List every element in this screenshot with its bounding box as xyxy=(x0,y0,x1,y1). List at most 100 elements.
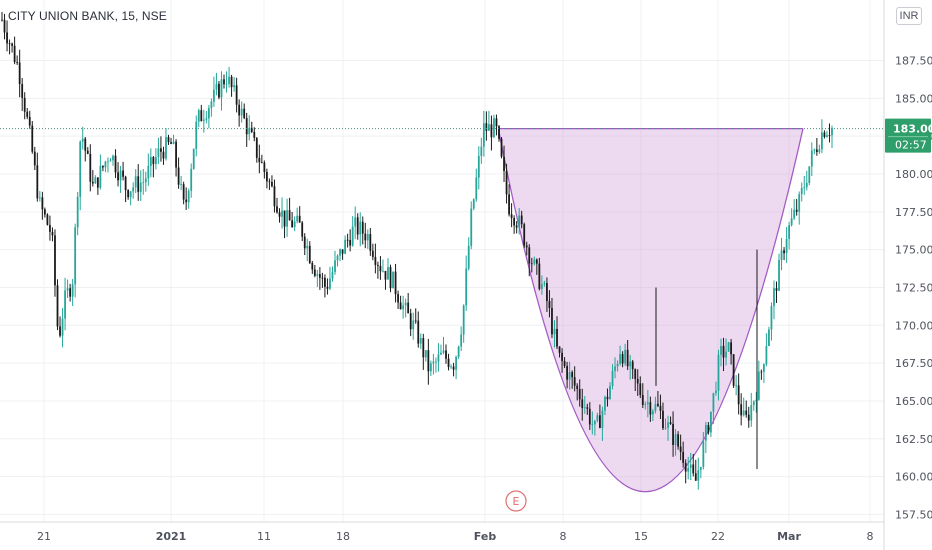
candle-body xyxy=(79,141,82,197)
candle-body xyxy=(371,250,374,257)
candle-body xyxy=(649,402,652,415)
candle-body xyxy=(440,352,442,355)
candle-body xyxy=(268,181,271,183)
candle-body xyxy=(253,131,256,138)
currency-button[interactable]: INR xyxy=(896,7,922,25)
candle-body xyxy=(624,349,627,364)
candle-body xyxy=(626,349,629,367)
candle-body xyxy=(296,215,299,222)
candle-body xyxy=(74,227,77,285)
candle-body xyxy=(424,350,427,358)
candle-body xyxy=(717,354,720,391)
candle-body xyxy=(614,366,616,371)
earnings-event-label: E xyxy=(513,495,520,508)
earnings-event-marker[interactable] xyxy=(505,490,527,512)
candle-body xyxy=(162,151,165,159)
candle-body xyxy=(573,377,576,386)
candle-body xyxy=(783,250,785,254)
candle-body xyxy=(523,224,526,246)
candle-body xyxy=(513,218,516,226)
candle-body xyxy=(576,385,579,389)
candle-body xyxy=(629,361,632,367)
candle-body xyxy=(329,278,331,289)
candle-body xyxy=(780,250,783,260)
candle-body xyxy=(91,181,94,184)
candle-body xyxy=(245,117,248,135)
candle-body xyxy=(785,238,788,254)
candle-body xyxy=(59,326,61,336)
candle-body xyxy=(412,320,415,330)
candle-body xyxy=(601,410,604,428)
candle-body xyxy=(450,366,452,368)
candle-body xyxy=(341,249,344,254)
candle-body xyxy=(831,128,833,136)
candle-body xyxy=(616,363,619,367)
candle-body xyxy=(43,209,46,215)
candle-body xyxy=(679,446,682,452)
candle-body xyxy=(445,350,447,359)
candle-body xyxy=(382,270,384,272)
candle-body xyxy=(311,262,314,270)
candle-body xyxy=(316,274,319,276)
last-price-tag xyxy=(885,118,931,153)
candle-body xyxy=(490,124,493,138)
candle-body xyxy=(260,162,263,163)
candle-body xyxy=(818,149,821,152)
candle-body xyxy=(682,451,685,463)
candle-body xyxy=(667,422,669,428)
candle-body xyxy=(702,440,705,467)
candle-body xyxy=(170,142,172,144)
candle-body xyxy=(197,110,200,122)
candle-body xyxy=(172,141,175,144)
candle-body xyxy=(568,372,571,380)
candle-body xyxy=(790,218,793,226)
candle-body xyxy=(313,269,316,276)
x-tick-label: Mar xyxy=(777,530,801,543)
candle-body xyxy=(699,466,702,471)
candle-body xyxy=(331,272,334,279)
symbol-title: CITY UNION BANK, 15, NSE xyxy=(8,9,167,23)
candle-body xyxy=(515,225,518,228)
x-tick-label: 18 xyxy=(336,530,350,543)
candle-body xyxy=(639,383,642,396)
candle-body xyxy=(71,284,74,297)
candle-body xyxy=(56,285,59,327)
candle-body xyxy=(384,270,387,280)
candle-body xyxy=(674,434,677,445)
candle-body xyxy=(81,138,84,142)
candle-body xyxy=(54,235,56,286)
candle-body xyxy=(84,138,87,151)
candle-body xyxy=(213,89,215,102)
candle-body xyxy=(669,422,672,424)
candle-body xyxy=(810,150,813,167)
candle-body xyxy=(525,245,528,248)
candle-body xyxy=(132,187,135,192)
candle-body xyxy=(805,182,808,188)
candle-body xyxy=(273,186,276,207)
candle-body xyxy=(740,404,743,416)
candle-body xyxy=(533,259,536,264)
candle-body xyxy=(334,260,336,273)
candle-body xyxy=(21,84,24,98)
candle-body xyxy=(664,427,667,429)
candle-body xyxy=(548,301,551,308)
y-tick-label: 172.50 xyxy=(895,281,932,294)
cup-pattern-fill xyxy=(498,128,803,492)
candle-body xyxy=(798,194,801,212)
cup-pattern-curve[interactable] xyxy=(497,128,804,493)
candle-body xyxy=(543,283,546,285)
candle-body xyxy=(376,264,379,266)
candle-body xyxy=(387,267,389,280)
candle-body xyxy=(64,290,66,319)
candle-body xyxy=(604,396,606,411)
candle-body xyxy=(160,148,162,152)
candle-body xyxy=(687,467,690,472)
candle-body xyxy=(233,85,235,88)
candle-body xyxy=(41,197,44,210)
candle-body xyxy=(725,351,727,358)
candle-body xyxy=(374,256,377,265)
candle-body xyxy=(778,259,780,291)
candle-body xyxy=(195,121,198,149)
candle-body xyxy=(467,245,470,269)
